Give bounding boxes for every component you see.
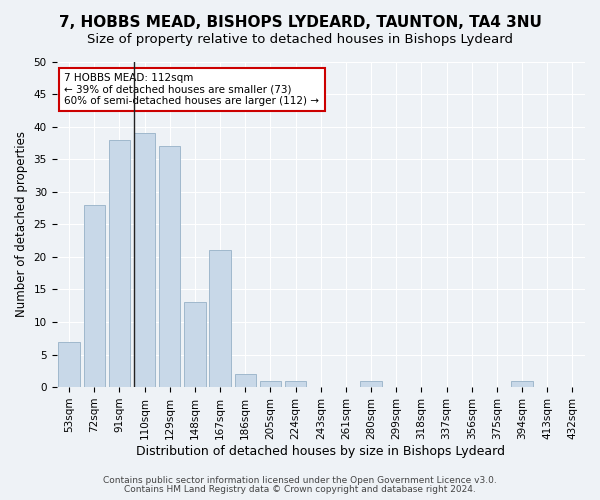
- Bar: [83, 205, 105, 387]
- Bar: [260, 380, 281, 387]
- Text: 7 HOBBS MEAD: 112sqm
← 39% of detached houses are smaller (73)
60% of semi-detac: 7 HOBBS MEAD: 112sqm ← 39% of detached h…: [64, 73, 319, 106]
- Bar: [209, 250, 231, 387]
- Bar: [235, 374, 256, 387]
- Text: Size of property relative to detached houses in Bishops Lydeard: Size of property relative to detached ho…: [87, 32, 513, 46]
- Bar: [285, 380, 306, 387]
- Bar: [159, 146, 181, 387]
- Bar: [511, 380, 533, 387]
- Text: Contains public sector information licensed under the Open Government Licence v3: Contains public sector information licen…: [103, 476, 497, 485]
- Bar: [109, 140, 130, 387]
- Text: 7, HOBBS MEAD, BISHOPS LYDEARD, TAUNTON, TA4 3NU: 7, HOBBS MEAD, BISHOPS LYDEARD, TAUNTON,…: [59, 15, 541, 30]
- Bar: [361, 380, 382, 387]
- X-axis label: Distribution of detached houses by size in Bishops Lydeard: Distribution of detached houses by size …: [136, 444, 505, 458]
- Y-axis label: Number of detached properties: Number of detached properties: [15, 132, 28, 318]
- Bar: [58, 342, 80, 387]
- Bar: [184, 302, 206, 387]
- Bar: [134, 133, 155, 387]
- Text: Contains HM Land Registry data © Crown copyright and database right 2024.: Contains HM Land Registry data © Crown c…: [124, 485, 476, 494]
